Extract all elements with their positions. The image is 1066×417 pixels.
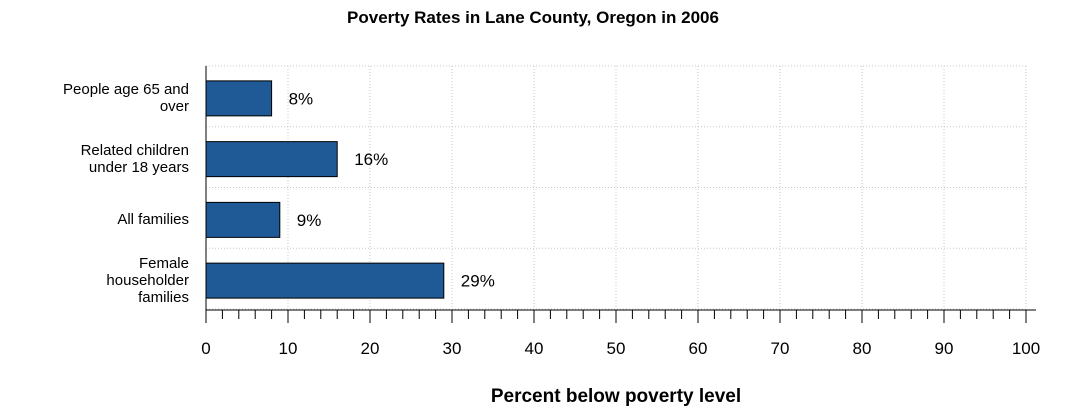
- bar: [205, 141, 338, 178]
- data-label: 16%: [354, 150, 388, 169]
- data-label: 29%: [461, 272, 495, 291]
- category-label: All families: [117, 211, 189, 229]
- x-tick-label: 60: [689, 339, 708, 358]
- x-tick-label: 30: [443, 339, 462, 358]
- category-label: People age 65 and over: [63, 81, 189, 116]
- x-tick-label: 80: [853, 339, 872, 358]
- x-tick-label: 90: [935, 339, 954, 358]
- category-label: Female householder families: [106, 255, 189, 307]
- x-tick-label: 0: [201, 339, 210, 358]
- bar: [205, 262, 445, 299]
- chart-title: Poverty Rates in Lane County, Oregon in …: [347, 8, 719, 27]
- x-axis-label: Percent below poverty level: [490, 386, 742, 407]
- bar: [205, 80, 273, 117]
- category-label: Related children under 18 years: [80, 142, 189, 177]
- data-label: 9%: [297, 211, 322, 230]
- x-tick-label: 10: [279, 339, 298, 358]
- x-tick-label: 100: [1012, 339, 1040, 358]
- x-tick-label: 70: [771, 339, 790, 358]
- x-tick-label: 50: [607, 339, 626, 358]
- data-label: 8%: [289, 89, 314, 108]
- x-tick-label: 40: [525, 339, 544, 358]
- bar: [205, 201, 281, 238]
- x-tick-label: 20: [361, 339, 380, 358]
